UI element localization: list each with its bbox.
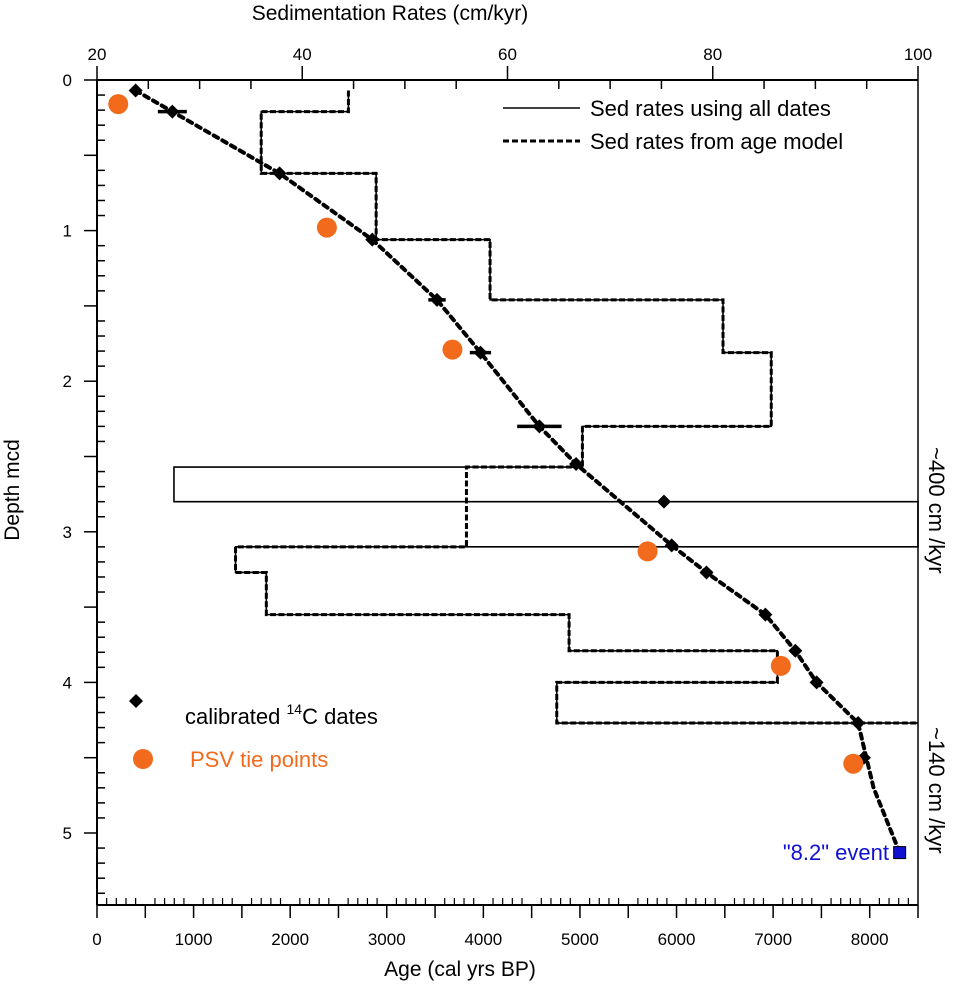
event-8-2-marker xyxy=(893,846,907,860)
x-tick-label: 8000 xyxy=(851,930,889,949)
sed-rate-all-dates-line xyxy=(173,90,919,724)
superscript-14: 14 xyxy=(287,701,303,717)
psv-tie-point-marker xyxy=(637,541,658,562)
y-tick-label: 2 xyxy=(63,372,72,391)
psv-tie-point-marker xyxy=(770,655,791,676)
legend-label-14c-dates: calibrated 14C dates xyxy=(185,701,378,729)
psv-tie-point-marker xyxy=(843,753,864,774)
sed-rate-steps xyxy=(173,90,919,725)
calibrated-date-marker xyxy=(699,565,714,580)
calibrated-date-marker xyxy=(365,232,380,247)
y-tick-label: 3 xyxy=(63,523,72,542)
x2-tick-label: 100 xyxy=(904,45,932,64)
age-model-line xyxy=(133,88,902,855)
calibrated-date-marker xyxy=(664,538,679,553)
x-tick-label: 6000 xyxy=(658,930,696,949)
rate-annotation-400: ~400 cm /kyr xyxy=(924,447,949,574)
age-model-dotted-line xyxy=(133,88,902,855)
data-points xyxy=(108,83,907,860)
x-tick-label: 0 xyxy=(92,930,101,949)
x-tick-label: 7000 xyxy=(754,930,792,949)
legend-label-all-dates: Sed rates using all dates xyxy=(590,96,831,121)
x-tick-label: 2000 xyxy=(271,930,309,949)
legend-top: Sed rates using all dates Sed rates from… xyxy=(503,96,843,154)
x-tick-label: 4000 xyxy=(464,930,502,949)
calibrated-date-marker xyxy=(758,607,773,622)
psv-tie-point-marker xyxy=(108,94,129,115)
calibrated-date-marker xyxy=(272,166,287,181)
calibrated-date-marker xyxy=(128,83,143,98)
calibrated-date-marker xyxy=(569,457,584,472)
y-tick-label: 5 xyxy=(63,824,72,843)
calibrated-date-marker xyxy=(656,494,671,509)
top-axis-title: Sedimentation Rates (cm/kyr) xyxy=(252,2,529,25)
rate-annotation-140: ~140 cm /kyr xyxy=(924,727,949,854)
calibrated-date-marker xyxy=(165,104,180,119)
x-tick-label: 5000 xyxy=(561,930,599,949)
x-axis-title: Age (cal yrs BP) xyxy=(384,958,536,981)
y-tick-label: 1 xyxy=(63,222,72,241)
y-axis-title: Depth mcd xyxy=(1,439,24,541)
legend-diamond-marker xyxy=(129,694,143,708)
legend-bottom: calibrated 14C dates PSV tie points xyxy=(129,694,378,772)
x2-tick-label: 60 xyxy=(498,45,517,64)
y-tick-label: 0 xyxy=(63,71,72,90)
calibrated-date-marker xyxy=(788,643,803,658)
legend-label-psv: PSV tie points xyxy=(190,747,328,772)
legend-label-age-model: Sed rates from age model xyxy=(590,129,843,154)
x-tick-label: 3000 xyxy=(368,930,406,949)
event-8-2-label: "8.2" event xyxy=(783,840,889,865)
calibrated-date-marker xyxy=(473,345,488,360)
calibrated-date-marker xyxy=(429,292,444,307)
calibrated-date-marker xyxy=(851,716,866,731)
legend-circle-marker xyxy=(133,749,153,769)
x2-tick-label: 80 xyxy=(703,45,722,64)
calibrated-date-marker xyxy=(532,419,547,434)
psv-tie-point-marker xyxy=(442,339,463,360)
x-tick-label: 1000 xyxy=(175,930,213,949)
x2-tick-label: 40 xyxy=(293,45,312,64)
y-tick-label: 4 xyxy=(63,673,72,692)
x2-tick-label: 20 xyxy=(88,45,107,64)
calibrated-date-marker xyxy=(809,675,824,690)
psv-tie-point-marker xyxy=(316,217,337,238)
sed-rate-age-model-line xyxy=(234,90,918,725)
